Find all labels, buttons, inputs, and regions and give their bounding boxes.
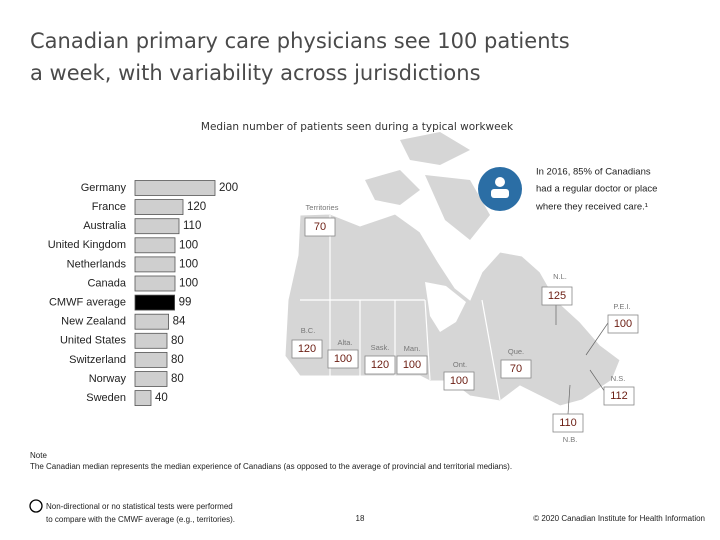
bar — [134, 313, 169, 330]
value-box — [500, 359, 532, 379]
category-label: Norway — [89, 373, 127, 385]
bar — [134, 256, 176, 273]
bar — [134, 332, 168, 349]
region-value: 100 — [450, 375, 468, 387]
region-value: 110 — [559, 417, 577, 429]
value-box — [364, 355, 396, 375]
region-value: 70 — [510, 363, 522, 375]
value-box — [443, 371, 475, 391]
bar — [134, 390, 152, 407]
region-label: P.E.I. — [613, 302, 630, 311]
title: a week, with variability across jurisdic… — [30, 61, 481, 85]
value-label: 84 — [173, 316, 186, 328]
region-label: Que. — [508, 347, 524, 356]
icon — [491, 189, 509, 198]
hudson-bay — [425, 282, 466, 332]
copyright: © 2020 Canadian Institute for Health Inf… — [533, 514, 705, 523]
note-text: The Canadian median represents the media… — [30, 462, 512, 471]
value-label: 100 — [179, 278, 198, 290]
region-value: 112 — [610, 390, 628, 402]
region-label: Sask. — [371, 343, 390, 352]
value-box — [327, 349, 359, 369]
category-label: Germany — [81, 182, 127, 194]
legend-text: to compare with the CMWF average (e.g., … — [46, 515, 235, 524]
category-label: Switzerland — [69, 354, 126, 366]
region-label: Alta. — [337, 338, 352, 347]
value-box — [304, 217, 336, 237]
callout: where they received care.¹ — [535, 202, 648, 213]
bar — [134, 199, 184, 216]
value-box — [603, 386, 635, 406]
bar — [134, 351, 168, 368]
region-label: Territories — [306, 203, 339, 212]
map: Territories 70 B.C. 120 Alta. 100 Sask. 120 Man.… — [284, 132, 639, 444]
bar — [134, 237, 176, 254]
page-number: 18 — [356, 514, 365, 523]
map-island — [425, 175, 490, 240]
region-value: 100 — [334, 353, 352, 365]
category-label: United Kingdom — [48, 239, 126, 251]
value-box — [291, 339, 323, 359]
value-label: 80 — [171, 373, 184, 385]
value-label: 40 — [155, 392, 168, 404]
callout: In 2016, 85% of Canadians — [536, 167, 651, 178]
note-heading: Note — [30, 451, 47, 460]
callout: had a regular doctor or place — [536, 184, 657, 195]
bar — [134, 275, 176, 292]
region-value: 70 — [314, 221, 326, 233]
subtitle: Median number of patients seen during a … — [201, 121, 514, 133]
value-label: 200 — [219, 182, 238, 194]
title: Canadian primary care physicians see 100… — [30, 29, 570, 53]
bar — [134, 218, 180, 235]
value-box — [607, 314, 639, 334]
bar — [134, 294, 175, 311]
region-value: 120 — [371, 359, 389, 371]
region-value: 100 — [403, 359, 421, 371]
category-label: Sweden — [86, 392, 126, 404]
value-label: 110 — [183, 220, 201, 232]
category-label: Canada — [87, 277, 126, 289]
region-value: 125 — [548, 290, 566, 302]
bar — [134, 371, 168, 387]
region-label: B.C. — [301, 326, 316, 335]
icon — [495, 177, 505, 187]
category-label: Australia — [83, 220, 127, 232]
region-label: N.S. — [611, 374, 626, 383]
map-island — [365, 170, 420, 205]
region-label: Man. — [404, 344, 421, 353]
region-value: 100 — [614, 318, 632, 330]
region-label: N.L. — [553, 272, 567, 281]
value-box — [396, 355, 428, 375]
region-label: N.B. — [563, 435, 578, 444]
legend-icon — [29, 499, 43, 513]
value-label: 120 — [187, 201, 206, 213]
value-label: 99 — [179, 297, 192, 309]
category-label: Netherlands — [67, 258, 127, 270]
bar — [134, 180, 216, 196]
value-label: 100 — [179, 239, 198, 251]
value-label: 80 — [171, 335, 184, 347]
category-label: New Zealand — [61, 316, 126, 328]
value-label: 80 — [171, 354, 184, 366]
map-island — [400, 132, 470, 165]
value-box — [541, 286, 573, 306]
category-label: France — [92, 201, 126, 213]
borders — [300, 215, 501, 401]
value-box — [552, 413, 584, 433]
region-value: 120 — [298, 343, 316, 355]
category-label: United States — [60, 335, 127, 347]
category-label: CMWF average — [49, 297, 126, 309]
legend-text: Non-directional or no statistical tests … — [46, 502, 233, 511]
value-label: 100 — [179, 258, 198, 270]
region-label: Ont. — [453, 360, 467, 369]
